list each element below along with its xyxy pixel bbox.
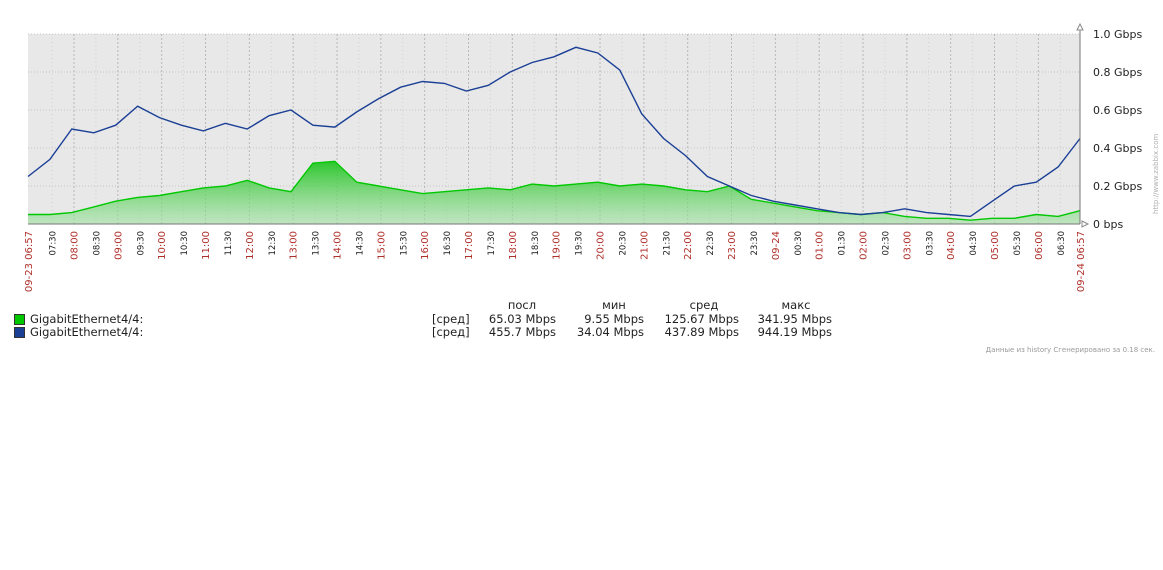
legend-avg: 125.67 Mbps xyxy=(664,312,739,326)
x-tick-label: 15:30 xyxy=(399,231,409,256)
x-tick-label: 13:30 xyxy=(312,231,322,256)
legend-row: GigabitEthernet4/4: [сред] 65.03 Mbps 9.… xyxy=(14,312,874,326)
x-tick-label: 19:00 xyxy=(552,231,563,260)
zabbix-credit: http://www.zabbix.com xyxy=(1152,133,1160,214)
x-tick-label: 14:00 xyxy=(333,231,344,260)
x-tick-label: 01:00 xyxy=(815,231,826,260)
x-tick-label: 12:30 xyxy=(268,231,278,256)
x-tick-label: 04:00 xyxy=(946,231,957,260)
y-tick-label: 0.6 Gbps xyxy=(1093,104,1142,117)
series-line-green xyxy=(28,160,1081,221)
legend-header-max: макс xyxy=(781,298,811,312)
legend-agg: [сред] xyxy=(432,325,470,339)
legend-series-name: GigabitEthernet4/4: xyxy=(30,325,144,339)
x-tick-label: 03:00 xyxy=(902,231,913,260)
x-tick-label: 11:30 xyxy=(224,231,234,256)
x-tick-label: 02:00 xyxy=(859,231,870,260)
legend-header-avg: сред xyxy=(689,298,719,312)
y-axis-arrow xyxy=(1076,22,1084,31)
x-tick-label: 06:00 xyxy=(1034,231,1045,260)
series-layer xyxy=(27,46,1081,224)
legend-swatch-blue xyxy=(14,327,25,338)
x-end-label: 09-24 06:57 xyxy=(1076,231,1087,292)
x-tick-label: 10:00 xyxy=(157,231,168,260)
y-tick-label: 1.0 Gbps xyxy=(1093,28,1142,41)
x-tick-label: 08:30 xyxy=(92,231,102,256)
footer-note: Данные из history Сгенерировано за 0.18 … xyxy=(985,346,1155,354)
legend-header-last: посл xyxy=(507,298,537,312)
legend-max: 341.95 Mbps xyxy=(757,312,832,326)
x-tick-label: 12:00 xyxy=(245,231,256,260)
x-tick-label: 17:00 xyxy=(464,231,475,260)
x-tick-label: 02:30 xyxy=(881,231,891,256)
x-tick-label: 20:00 xyxy=(596,231,607,260)
x-tick-label: 14:30 xyxy=(355,231,365,256)
legend-last: 65.03 Mbps xyxy=(488,312,556,326)
x-tick-label: 22:30 xyxy=(706,231,716,256)
axes: 0 bps 0.2 Gbps 0.4 Gbps 0.6 Gbps 0.8 Gbps 1.0… xyxy=(24,22,1142,292)
x-tick-label: 00:30 xyxy=(794,231,804,256)
x-tick-label: 20:30 xyxy=(618,231,628,256)
x-tick-label: 05:30 xyxy=(1013,231,1023,256)
legend-series-name: GigabitEthernet4/4: xyxy=(30,312,144,326)
x-tick-label: 05:00 xyxy=(990,231,1001,260)
x-tick-label: 18:30 xyxy=(531,231,541,256)
x-tick-label: 09:30 xyxy=(136,231,146,256)
series-line-blue xyxy=(27,46,1081,218)
x-tick-label: 08:00 xyxy=(70,231,81,260)
x-tick-label: 09-24 xyxy=(771,231,782,260)
x-tick-label: 19:30 xyxy=(575,231,585,256)
x-tick-label: 23:00 xyxy=(727,231,738,260)
y-tick-label: 0.8 Gbps xyxy=(1093,66,1142,79)
x-tick-label: 03:30 xyxy=(925,231,935,256)
x-tick-label: 13:00 xyxy=(289,231,300,260)
x-tick-label: 04:30 xyxy=(969,231,979,256)
y-tick-label: 0.2 Gbps xyxy=(1093,180,1142,193)
x-tick-label: 17:30 xyxy=(487,231,497,256)
x-tick-label: 18:00 xyxy=(508,231,519,260)
x-tick-label: 11:00 xyxy=(201,231,212,260)
legend-swatch-green xyxy=(14,314,25,325)
legend-agg: [сред] xyxy=(432,312,470,326)
legend-row: GigabitEthernet4/4: [сред] 455.7 Mbps 34… xyxy=(14,325,874,339)
series-area-green xyxy=(28,161,1080,224)
x-tick-label: 06:30 xyxy=(1057,231,1067,256)
legend-avg: 437.89 Mbps xyxy=(664,325,739,339)
x-tick-label: 07:30 xyxy=(49,231,59,256)
x-tick-label: 21:30 xyxy=(662,231,672,256)
x-tick-label: 09:00 xyxy=(113,231,124,260)
x-tick-label: 22:00 xyxy=(683,231,694,260)
legend-last: 455.7 Mbps xyxy=(488,325,556,339)
x-start-label: 09-23 06:57 xyxy=(24,231,35,292)
legend-min: 34.04 Mbps xyxy=(576,325,644,339)
y-tick-label: 0 bps xyxy=(1093,218,1123,231)
legend-min: 9.55 Mbps xyxy=(584,312,644,326)
x-tick-label: 23:30 xyxy=(750,231,760,256)
x-tick-label: 15:00 xyxy=(376,231,387,260)
x-tick-label: 16:30 xyxy=(443,231,453,256)
chart: 0 bps 0.2 Gbps 0.4 Gbps 0.6 Gbps 0.8 Gbps 1.0… xyxy=(24,22,1142,292)
x-axis-arrow xyxy=(1081,220,1090,228)
x-tick-label: 01:30 xyxy=(838,231,848,256)
legend-max: 944.19 Mbps xyxy=(757,325,832,339)
legend-header-min: мин xyxy=(602,298,626,312)
x-tick-label: 21:00 xyxy=(639,231,650,260)
y-tick-label: 0.4 Gbps xyxy=(1093,142,1142,155)
x-tick-label: 10:30 xyxy=(180,231,190,256)
x-tick-label: 16:00 xyxy=(420,231,431,260)
